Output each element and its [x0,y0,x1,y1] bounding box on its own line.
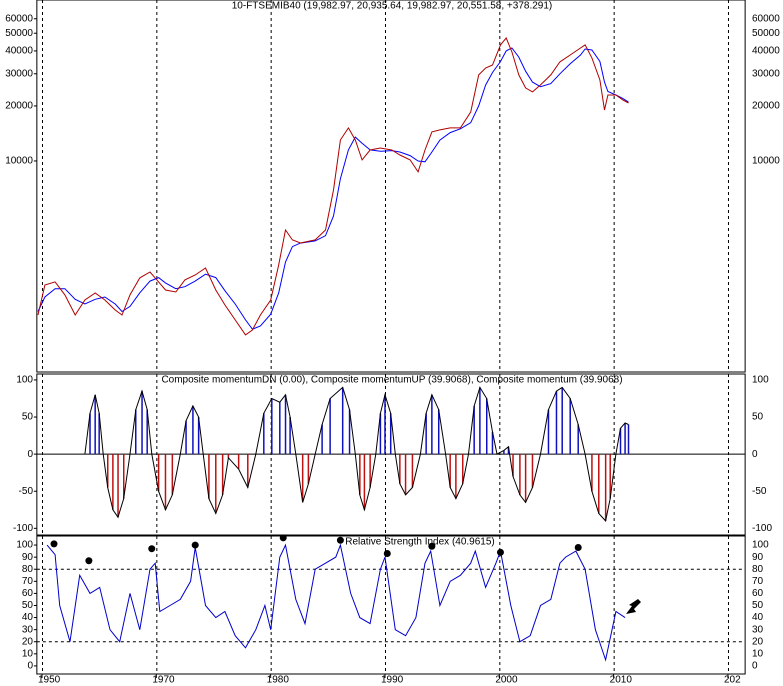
marker-dot [279,534,287,542]
panel-frame [36,0,746,373]
y-tick-label-right: 50 [752,412,764,423]
y-tick-label: 80 [22,564,34,575]
outline-line [84,386,629,522]
marker-dot [383,550,391,558]
y-tick-label-right: 40 [752,612,764,623]
y-tick-label: 40 [22,612,34,623]
y-tick-label-right: 60 [752,588,764,599]
y-tick-label-right: 10000 [752,156,780,167]
y-tick-label-right: 100 [752,540,769,551]
marker-dot [148,545,156,553]
y-tick-label-right: 30000 [752,68,780,79]
x-tick-label: 1980 [267,675,290,686]
y-tick-label-right: 60000 [752,13,780,24]
y-tick-label-right: -100 [752,523,772,534]
x-tick-label: 202 [724,675,741,686]
marker-dot [50,540,58,548]
y-tick-label: 40000 [5,46,33,57]
marker-dot [191,541,199,549]
y-tick-label-right: 70 [752,576,764,587]
y-tick-label-right: 50 [752,600,764,611]
y-tick-label-right: 0 [752,661,758,672]
panel-title: Relative Strength Index (40.9615) [345,537,495,548]
panel-frame [36,535,746,675]
y-tick-label: 50 [22,412,34,423]
y-tick-label: 0 [27,449,33,460]
y-tick-label: 60000 [5,13,33,24]
y-tick-label-right: 20000 [752,101,780,112]
panel-title: 10-FTSEMIB40 (19,982.97, 20,935.64, 19,9… [232,1,553,12]
x-tick-label: 2000 [495,675,518,686]
y-tick-label: 10000 [5,156,33,167]
y-tick-label-right: 80 [752,564,764,575]
y-tick-label: 20000 [5,101,33,112]
series-line [37,47,629,330]
y-tick-label-right: 10 [752,648,764,659]
y-tick-label: -50 [19,486,34,497]
y-tick-label: 100 [16,375,33,386]
y-tick-label: 30000 [5,68,33,79]
x-tick-label: 1990 [381,675,404,686]
y-tick-label-right: 30 [752,624,764,635]
x-tick-label: 1970 [152,675,175,686]
series-line [37,37,629,336]
marker-dot [496,548,504,556]
y-tick-label-right: -50 [752,486,767,497]
y-tick-label: 50000 [5,28,33,39]
y-tick-label: 90 [22,552,34,563]
marker-dot [85,557,93,565]
y-tick-label-right: 100 [752,375,769,386]
y-tick-label: 100 [16,540,33,551]
marker-dot [336,536,344,544]
y-tick-label: -100 [13,523,33,534]
panel-title: Composite momentumDN (0.00), Composite m… [161,375,622,386]
y-tick-label: 70 [22,576,34,587]
x-tick-label: 2010 [610,675,633,686]
y-tick-label: 20 [22,636,34,647]
x-tick-label: 1950 [38,675,61,686]
y-tick-label: 10 [22,648,34,659]
y-tick-label-right: 40000 [752,46,780,57]
series-line [46,543,626,662]
y-tick-label: 0 [27,661,33,672]
y-tick-label: 50 [22,600,34,611]
marker-dot [574,543,582,551]
y-tick-label-right: 50000 [752,28,780,39]
marker-dot [428,542,436,550]
arrow [626,599,641,614]
y-tick-label: 30 [22,624,34,635]
y-tick-label-right: 20 [752,636,764,647]
y-tick-label-right: 90 [752,552,764,563]
y-tick-label-right: 0 [752,449,758,460]
y-tick-label: 60 [22,588,34,599]
